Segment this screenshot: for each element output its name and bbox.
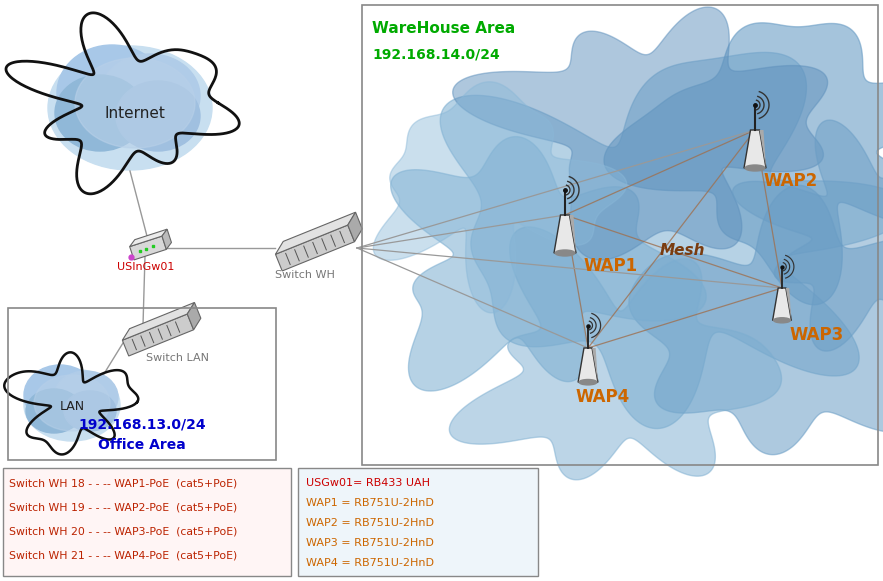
Text: Switch LAN: Switch LAN: [147, 353, 209, 363]
Polygon shape: [629, 185, 883, 455]
Text: Switch WH 19 - - -- WAP2-PoE  (cat5+PoE): Switch WH 19 - - -- WAP2-PoE (cat5+PoE): [9, 502, 238, 512]
Text: 192.168.14.0/24: 192.168.14.0/24: [372, 47, 500, 61]
Polygon shape: [275, 225, 355, 271]
Text: Switch WH: Switch WH: [275, 270, 335, 280]
Text: WAP1 = RB751U-2HnD: WAP1 = RB751U-2HnD: [306, 498, 434, 508]
Polygon shape: [348, 212, 362, 242]
Text: Internet: Internet: [104, 106, 165, 120]
Ellipse shape: [579, 379, 597, 385]
FancyBboxPatch shape: [3, 468, 291, 576]
Text: Switch WH 21 - - -- WAP4-PoE  (cat5+PoE): Switch WH 21 - - -- WAP4-PoE (cat5+PoE): [9, 550, 238, 560]
Polygon shape: [374, 82, 627, 313]
Text: USGw01= RB433 UAH: USGw01= RB433 UAH: [306, 478, 430, 488]
Polygon shape: [162, 229, 171, 249]
Text: WAP2: WAP2: [763, 172, 818, 190]
Ellipse shape: [745, 165, 765, 171]
Polygon shape: [123, 303, 194, 340]
Polygon shape: [759, 130, 766, 168]
Text: Switch WH 20 - - -- WAP3-PoE  (cat5+PoE): Switch WH 20 - - -- WAP3-PoE (cat5+PoE): [9, 526, 238, 536]
Ellipse shape: [54, 371, 118, 423]
Polygon shape: [604, 23, 883, 305]
Ellipse shape: [55, 75, 145, 151]
Polygon shape: [570, 215, 576, 253]
Text: WAP3: WAP3: [790, 326, 844, 344]
Text: Mesh: Mesh: [660, 243, 706, 258]
Polygon shape: [592, 348, 598, 382]
FancyBboxPatch shape: [298, 468, 538, 576]
Text: WAP4 = RB751U-2HnD: WAP4 = RB751U-2HnD: [306, 558, 434, 568]
Polygon shape: [773, 288, 791, 320]
Polygon shape: [449, 227, 781, 480]
Ellipse shape: [555, 250, 575, 256]
Polygon shape: [554, 215, 576, 253]
Polygon shape: [275, 212, 356, 254]
Text: WareHouse Area: WareHouse Area: [372, 21, 516, 36]
Ellipse shape: [26, 389, 82, 433]
Text: WAP4: WAP4: [576, 388, 630, 406]
Polygon shape: [123, 314, 193, 356]
Text: Switch WH 18 - - -- WAP1-PoE  (cat5+PoE): Switch WH 18 - - -- WAP1-PoE (cat5+PoE): [9, 478, 238, 488]
Polygon shape: [130, 229, 167, 246]
Ellipse shape: [57, 45, 167, 141]
Polygon shape: [786, 288, 791, 320]
Text: Office Area: Office Area: [98, 438, 186, 452]
Text: LAN: LAN: [59, 400, 85, 414]
Text: 192.168.13.0/24: 192.168.13.0/24: [79, 418, 206, 432]
Ellipse shape: [34, 375, 110, 431]
Text: WAP3 = RB751U-2HnD: WAP3 = RB751U-2HnD: [306, 538, 434, 548]
Ellipse shape: [100, 54, 200, 138]
Ellipse shape: [75, 58, 195, 148]
Ellipse shape: [116, 81, 200, 151]
Polygon shape: [578, 348, 598, 382]
Ellipse shape: [24, 365, 96, 425]
Polygon shape: [453, 7, 827, 260]
Text: WAP2 = RB751U-2HnD: WAP2 = RB751U-2HnD: [306, 518, 434, 528]
Ellipse shape: [48, 46, 212, 170]
Polygon shape: [733, 120, 883, 351]
Text: USInGw01: USInGw01: [117, 262, 175, 272]
Ellipse shape: [24, 369, 120, 441]
Polygon shape: [390, 137, 706, 391]
Polygon shape: [130, 236, 166, 260]
Text: WAP1: WAP1: [583, 257, 638, 275]
Ellipse shape: [774, 318, 790, 323]
Polygon shape: [187, 303, 200, 330]
Polygon shape: [441, 52, 883, 429]
Polygon shape: [744, 130, 766, 168]
Ellipse shape: [64, 391, 116, 431]
